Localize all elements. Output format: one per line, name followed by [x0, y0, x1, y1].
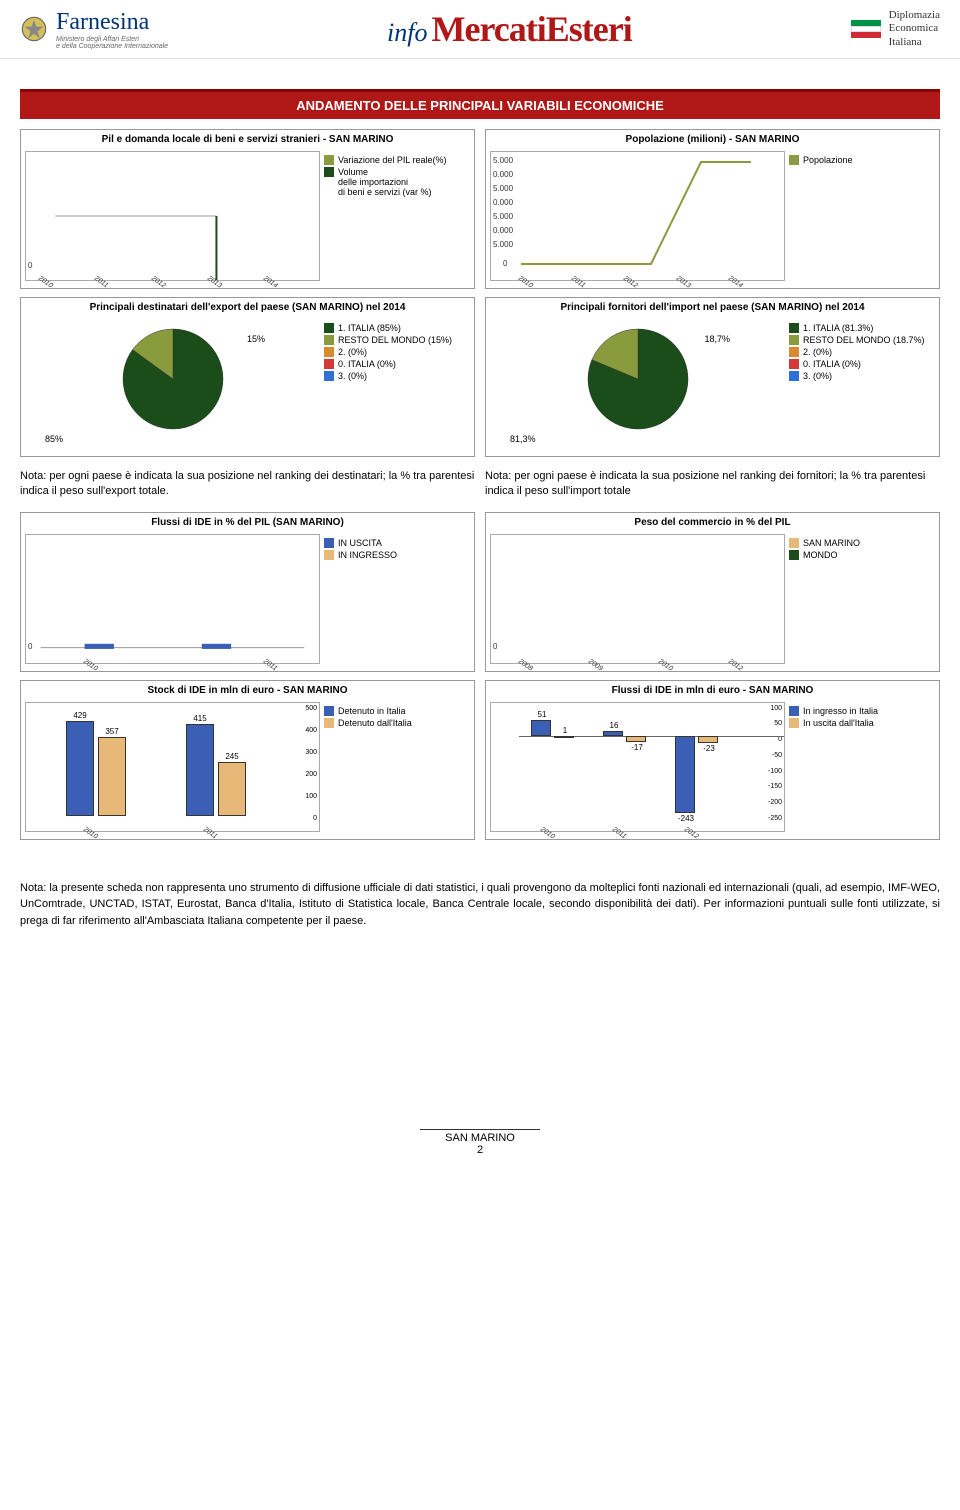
farnesina-title: Farnesina: [56, 9, 168, 36]
section-title: ANDAMENTO DELLE PRINCIPALI VARIABILI ECO…: [20, 89, 940, 119]
chart-title: Stock di IDE in mln di euro - SAN MARINO: [25, 685, 470, 696]
bar-value: -23: [696, 744, 722, 753]
axis-tick: 2008: [517, 658, 534, 673]
footer-note: Nota: la presente scheda non rappresenta…: [20, 880, 940, 930]
axis-tick: 2009: [587, 658, 604, 673]
chart-title: Flussi di IDE in % del PIL (SAN MARINO): [25, 517, 470, 528]
legend-item: RESTO DEL MONDO (15%): [324, 335, 466, 345]
legend-item: 1. ITALIA (85%): [324, 323, 466, 333]
axis-tick: 2010: [657, 658, 674, 673]
commercio-chart: Peso del commercio in % del PIL 02008200…: [485, 512, 940, 672]
axis-tick: 2012: [727, 658, 744, 673]
mercati-esteri-logo: info MercatiEsteri: [387, 8, 632, 50]
export-pie-chart: Principali destinatari dell'export del p…: [20, 297, 475, 457]
legend-item: Detenuto dall'Italia: [324, 718, 466, 728]
pie-label: 81,3%: [510, 434, 536, 444]
state-emblem-icon: [20, 15, 48, 43]
legend-item: 2. (0%): [324, 347, 466, 357]
bar-value: -17: [624, 743, 650, 752]
bar-value: 415: [186, 714, 214, 723]
pil-chart: Pil e domanda locale di beni e servizi s…: [20, 129, 475, 289]
bar-value: 1: [552, 726, 578, 735]
pie-label: 15%: [247, 334, 265, 344]
footer-country: SAN MARINO: [420, 1132, 540, 1144]
bar-value: 16: [601, 721, 627, 730]
axis-tick: 2012: [683, 826, 700, 841]
tricolor-flag-icon: [851, 20, 881, 38]
page-header: Farnesina Ministero degli Affari Esteri …: [0, 0, 960, 59]
axis-tick: 2011: [611, 826, 627, 840]
pop-chart: Popolazione (milioni) - SAN MARINO 5.000…: [485, 129, 940, 289]
legend-item: SAN MARINO: [789, 538, 931, 548]
chart-title: Principali destinatari dell'export del p…: [25, 302, 470, 313]
legend-item: Detenuto in Italia: [324, 706, 466, 716]
pie-label: 18,7%: [704, 334, 730, 344]
chart-title: Pil e domanda locale di beni e servizi s…: [25, 134, 470, 145]
chart-title: Flussi di IDE in mln di euro - SAN MARIN…: [490, 685, 935, 696]
legend-item: 0. ITALIA (0%): [324, 359, 466, 369]
legend-item: In ingresso in Italia: [789, 706, 931, 716]
legend-item: IN INGRESSO: [324, 550, 466, 560]
export-note: Nota: per ogni paese è indicata la sua p…: [20, 469, 475, 500]
chart-title: Peso del commercio in % del PIL: [490, 517, 935, 528]
legend-item: Volume delle importazioni di beni e serv…: [324, 167, 466, 197]
legend-item: Variazione del PIL reale(%): [324, 155, 466, 165]
footer-page: 2: [420, 1144, 540, 1156]
bar-value: -243: [673, 814, 699, 823]
ide-pct-chart: Flussi di IDE in % del PIL (SAN MARINO) …: [20, 512, 475, 672]
flussi-ide-chart: Flussi di IDE in mln di euro - SAN MARIN…: [485, 680, 940, 840]
diplomazia-text: Diplomazia Economica Italiana: [889, 9, 940, 49]
farnesina-subtitle: Ministero degli Affari Esteri e della Co…: [56, 36, 168, 50]
legend-item: 1. ITALIA (81.3%): [789, 323, 931, 333]
page-footer: SAN MARINO 2: [420, 1129, 540, 1156]
import-note: Nota: per ogni paese è indicata la sua p…: [485, 469, 940, 500]
info-word: info: [387, 18, 427, 48]
farnesina-logo: Farnesina Ministero degli Affari Esteri …: [20, 9, 168, 50]
bar-value: 245: [218, 752, 246, 761]
pie-label: 85%: [45, 434, 63, 444]
axis-tick: 2011: [202, 826, 218, 840]
legend-item: 0. ITALIA (0%): [789, 359, 931, 369]
legend-item: 2. (0%): [789, 347, 931, 357]
legend-item: Popolazione: [789, 155, 931, 165]
chart-title: Principali fornitori dell'import nel pae…: [490, 302, 935, 313]
bar-value: 51: [529, 710, 555, 719]
legend-item: IN USCITA: [324, 538, 466, 548]
import-pie-chart: Principali fornitori dell'import nel pae…: [485, 297, 940, 457]
legend-item: In uscita dall'Italia: [789, 718, 931, 728]
legend-item: 3. (0%): [324, 371, 466, 381]
axis-tick: 2010: [539, 826, 556, 841]
legend-item: MONDO: [789, 550, 931, 560]
mercati-word: MercatiEsteri: [431, 8, 631, 50]
axis-tick: 2010: [82, 826, 99, 841]
bar-value: 357: [98, 727, 126, 736]
stock-ide-chart: Stock di IDE in mln di euro - SAN MARINO…: [20, 680, 475, 840]
legend-item: 3. (0%): [789, 371, 931, 381]
chart-title: Popolazione (milioni) - SAN MARINO: [490, 134, 935, 145]
bar-value: 429: [66, 711, 94, 720]
legend-item: RESTO DEL MONDO (18.7%): [789, 335, 931, 345]
diplomazia-logo: Diplomazia Economica Italiana: [851, 9, 940, 49]
